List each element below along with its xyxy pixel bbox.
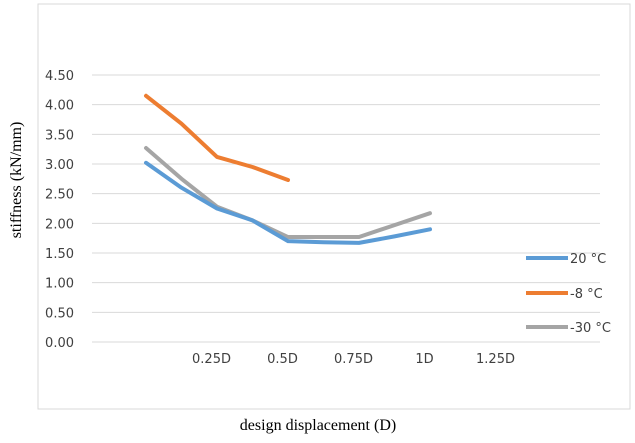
chart-area-border xyxy=(37,3,631,410)
legend-label-1: -8 °C xyxy=(570,287,603,302)
x-axis-tick-labels: 0.25D 0.5D 0.75D 1D 1.25D xyxy=(192,352,515,367)
x-tick-label: 0.5D xyxy=(267,352,298,367)
legend-label-2: -30 °C xyxy=(570,321,611,336)
y-tick-label: 1.50 xyxy=(45,247,74,262)
y-tick-label: 0.00 xyxy=(45,336,74,351)
x-axis-title: design displacement (D) xyxy=(240,417,396,434)
y-tick-label: 3.50 xyxy=(45,128,74,143)
y-tick-label: 0.50 xyxy=(45,306,74,321)
x-tick-label: 1D xyxy=(415,352,433,367)
x-tick-label: 1.25D xyxy=(476,352,515,367)
y-tick-label: 1.00 xyxy=(45,277,74,292)
series-line-2 xyxy=(144,146,432,239)
x-tick-label: 0.25D xyxy=(192,352,231,367)
series-line-0 xyxy=(144,160,432,245)
y-tick-label: 2.00 xyxy=(45,217,74,232)
y-axis-title: stiffness (kN/mm) xyxy=(8,122,25,239)
y-tick-label: 4.00 xyxy=(45,99,74,114)
y-tick-label: 2.50 xyxy=(45,188,74,203)
legend: 20 °C -8 °C -30 °C xyxy=(526,252,611,336)
series-line-1 xyxy=(144,93,290,182)
legend-label-0: 20 °C xyxy=(570,252,606,267)
gridlines xyxy=(92,74,600,343)
y-tick-label: 3.00 xyxy=(45,158,74,173)
y-tick-label: 4.50 xyxy=(45,69,74,84)
x-tick-label: 0.75D xyxy=(334,352,373,367)
series-lines xyxy=(144,93,432,245)
y-axis-tick-labels: 0.00 0.50 1.00 1.50 2.00 2.50 3.00 3.50 4.00 4.50 xyxy=(45,69,74,351)
